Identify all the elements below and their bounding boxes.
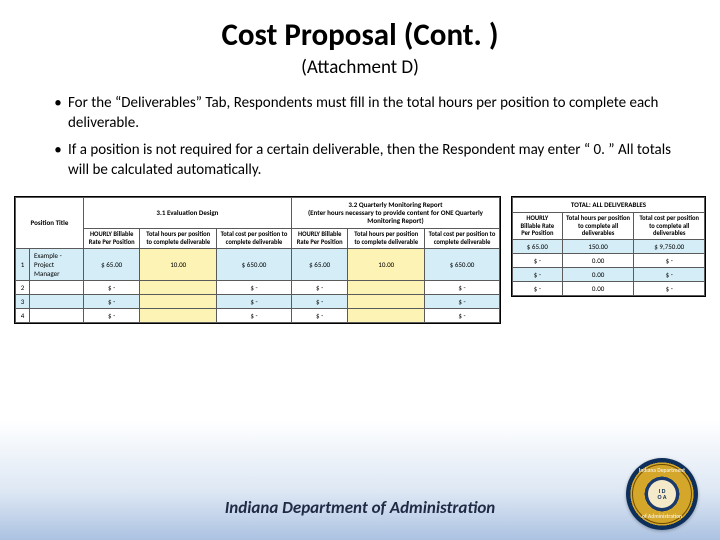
table-row: $ - 0.00 $ - xyxy=(513,268,705,282)
cell-hours2 xyxy=(348,309,425,323)
cell-cost1: $ - xyxy=(217,295,292,309)
cell-total-hours: 0.00 xyxy=(562,268,634,282)
footer-gradient xyxy=(0,420,720,540)
col-cost1: Total cost per position to complete deli… xyxy=(217,229,292,249)
table-row: $ - 0.00 $ - xyxy=(513,254,705,268)
cell-hours1: 10.00 xyxy=(140,249,217,281)
bullet-text: For the “Deliverables” Tab, Respondents … xyxy=(68,93,672,134)
cell-hours1 xyxy=(140,281,217,295)
table-row: 2 $ - $ - $ - $ - xyxy=(16,281,500,295)
col-hours1: Total hours per position to complete del… xyxy=(140,229,217,249)
seal-text-top: Indiana Department xyxy=(626,468,698,474)
cell-total-rate: $ 65.00 xyxy=(513,240,563,254)
row-num: 2 xyxy=(16,281,30,295)
bullet-item: • For the “Deliverables” Tab, Respondent… xyxy=(48,93,672,134)
col-total-rate: HOURLY Billable Rate Per Position xyxy=(513,213,563,240)
deliverables-table: Position Title 3.1 Evaluation Design 3.2… xyxy=(14,196,501,324)
cell-total-hours: 0.00 xyxy=(562,254,634,268)
cell-position xyxy=(30,281,84,295)
cell-cost1: $ - xyxy=(217,309,292,323)
slide-subtitle: (Attachment D) xyxy=(0,56,720,79)
bullet-dot-icon: • xyxy=(48,93,68,134)
cell-rate2: $ - xyxy=(291,281,348,295)
cell-cost1: $ 650.00 xyxy=(217,249,292,281)
col-total-cost: Total cost per position to complete all … xyxy=(634,213,705,240)
cell-cost2: $ 650.00 xyxy=(425,249,500,281)
cell-total-cost: $ - xyxy=(634,254,705,268)
col-position-title: Position Title xyxy=(16,198,84,249)
cell-rate: $ - xyxy=(83,281,140,295)
col-cost2: Total cost per position to complete deli… xyxy=(425,229,500,249)
bullet-text: If a position is not required for a cert… xyxy=(68,140,672,181)
cell-hours2 xyxy=(348,281,425,295)
cell-rate: $ - xyxy=(83,295,140,309)
cell-total-rate: $ - xyxy=(513,268,563,282)
slide-title: Cost Proposal (Cont. ) xyxy=(0,0,720,54)
cell-rate: $ - xyxy=(83,309,140,323)
totals-section-header: TOTAL: ALL DELIVERABLES xyxy=(513,198,705,213)
cell-total-hours: 0.00 xyxy=(562,282,634,296)
bullet-dot-icon: • xyxy=(48,140,68,181)
cell-total-hours: 150.00 xyxy=(562,240,634,254)
seal-center: I D O A xyxy=(648,480,676,508)
cell-position xyxy=(30,309,84,323)
table-row: 4 $ - $ - $ - $ - xyxy=(16,309,500,323)
cell-rate2: $ - xyxy=(291,295,348,309)
col-rate2: HOURLY Billable Rate Per Position xyxy=(291,229,348,249)
footer-text: Indiana Department of Administration xyxy=(0,497,720,518)
col-rate: HOURLY Billable Rate Per Position xyxy=(83,229,140,249)
cell-cost2: $ - xyxy=(425,281,500,295)
col-total-hours: Total hours per position to complete all… xyxy=(562,213,634,240)
cell-total-cost: $ 9,750.00 xyxy=(634,240,705,254)
cell-total-cost: $ - xyxy=(634,282,705,296)
table-row: 3 $ - $ - $ - $ - xyxy=(16,295,500,309)
cell-position xyxy=(30,295,84,309)
table-row: 1 Example - Project Manager $ 65.00 10.0… xyxy=(16,249,500,281)
section-header-1: 3.1 Evaluation Design xyxy=(83,198,291,229)
row-num: 1 xyxy=(16,249,30,281)
totals-table: TOTAL: ALL DELIVERABLES HOURLY Billable … xyxy=(511,196,706,297)
cell-cost1: $ - xyxy=(217,281,292,295)
seal-text-bottom: of Administration xyxy=(626,514,698,520)
row-num: 4 xyxy=(16,309,30,323)
cell-cost2: $ - xyxy=(425,295,500,309)
cell-hours1 xyxy=(140,309,217,323)
bullet-item: • If a position is not required for a ce… xyxy=(48,140,672,181)
col-hours2: Total hours per position to complete del… xyxy=(348,229,425,249)
cell-hours2 xyxy=(348,295,425,309)
cell-cost2: $ - xyxy=(425,309,500,323)
cell-rate: $ 65.00 xyxy=(83,249,140,281)
cell-rate2: $ - xyxy=(291,309,348,323)
cell-position: Example - Project Manager xyxy=(30,249,84,281)
bullet-list: • For the “Deliverables” Tab, Respondent… xyxy=(48,93,672,180)
cell-hours2: 10.00 xyxy=(348,249,425,281)
cell-total-rate: $ - xyxy=(513,254,563,268)
cell-total-cost: $ - xyxy=(634,268,705,282)
table-row: $ - 0.00 $ - xyxy=(513,282,705,296)
agency-seal-icon: Indiana Department I D O A of Administra… xyxy=(626,458,698,530)
row-num: 3 xyxy=(16,295,30,309)
cell-total-rate: $ - xyxy=(513,282,563,296)
section-header-2: 3.2 Quarterly Monitoring Report (Enter h… xyxy=(291,198,499,229)
cell-hours1 xyxy=(140,295,217,309)
cell-rate2: $ 65.00 xyxy=(291,249,348,281)
table-row: $ 65.00 150.00 $ 9,750.00 xyxy=(513,240,705,254)
